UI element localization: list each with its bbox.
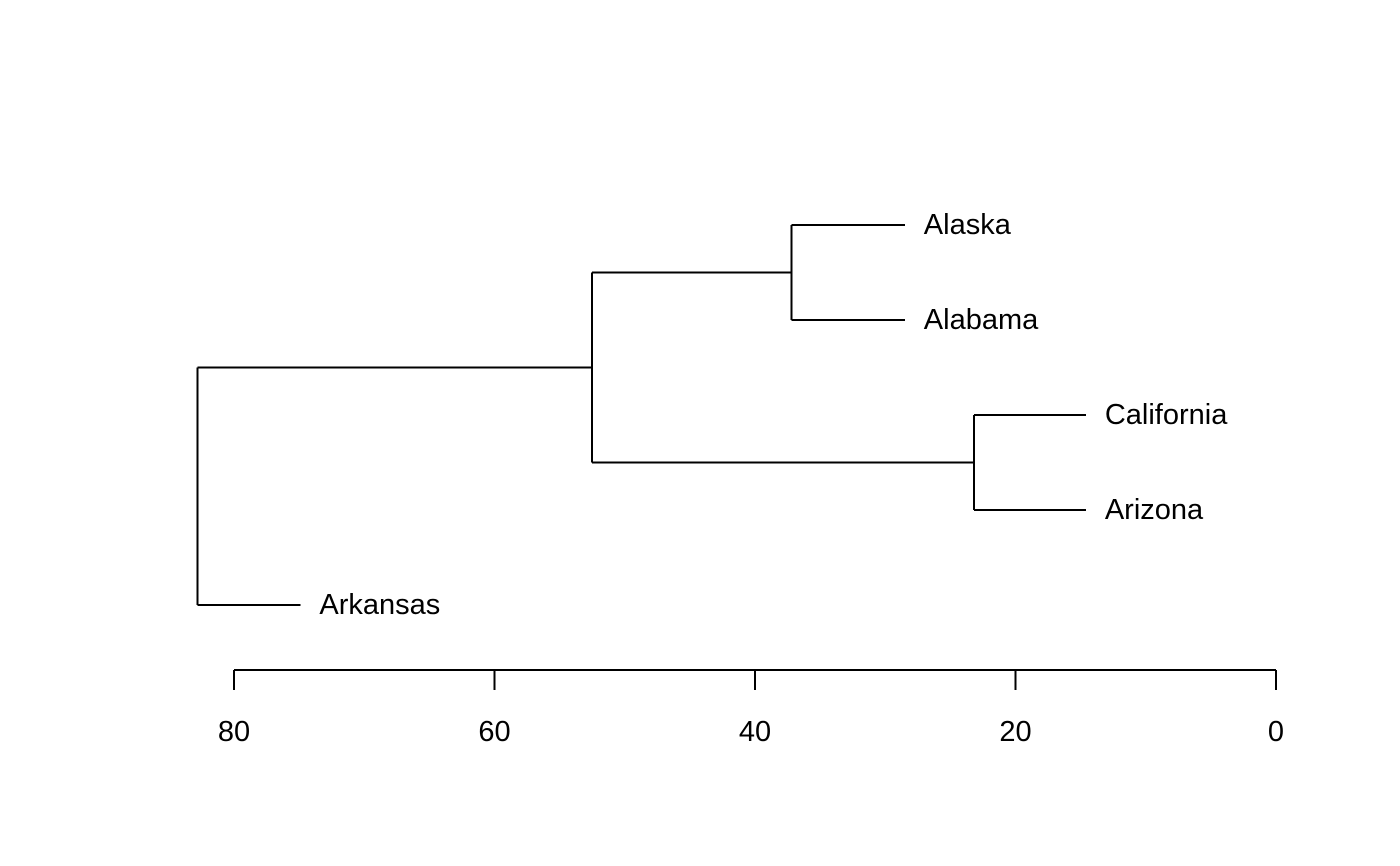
leaf-labels: Alaska Alabama California Arizona Arkansas: [319, 209, 1228, 621]
x-tick-label-20: 20: [999, 716, 1031, 748]
x-tick-label-80: 80: [218, 716, 250, 748]
dendrogram-branches: [196, 224, 1086, 606]
x-tick-label-60: 60: [478, 716, 510, 748]
leaf-label-alabama: Alabama: [924, 304, 1039, 336]
leaf-label-arkansas: Arkansas: [319, 589, 440, 621]
leaf-label-arizona: Arizona: [1105, 494, 1204, 526]
leaf-label-california: California: [1105, 399, 1228, 431]
leaf-label-alaska: Alaska: [924, 209, 1012, 241]
x-axis: 80 60 40 20 0: [218, 669, 1284, 748]
x-tick-label-40: 40: [739, 716, 771, 748]
x-tick-label-0: 0: [1268, 716, 1284, 748]
